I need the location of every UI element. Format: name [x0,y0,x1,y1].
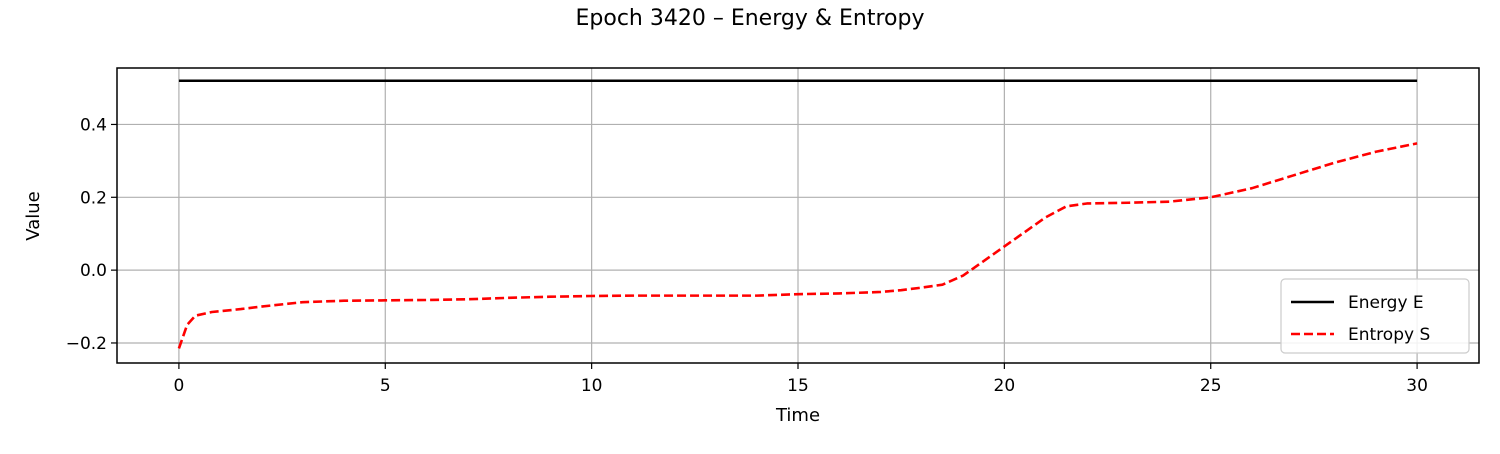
x-axis-label: Time [775,405,820,426]
legend-box [1280,278,1470,354]
x-tick-label: 20 [994,376,1016,396]
y-tick-label: 0.0 [80,261,107,281]
legend: Energy E Entropy S [1280,278,1470,354]
x-tick-label: 10 [581,376,603,396]
x-tick-label: 0 [173,376,184,396]
y-axis-label: Value [23,191,44,240]
chart-title: Epoch 3420 – Energy & Entropy [575,6,925,31]
x-tick-label: 5 [380,376,391,396]
y-tick-label: −0.2 [66,334,107,354]
series-layer [177,79,1418,349]
legend-label-1: Entropy S [1348,325,1430,345]
y-tick-label: 0.4 [80,115,107,135]
grid-layer [117,68,1479,363]
x-tick-label: 15 [787,376,809,396]
series-line-1 [177,142,1418,349]
y-tick-label: 0.2 [80,188,107,208]
tick-layer: 0 5 10 15 20 25 30 −0.2 0.0 0.2 0.4 [66,115,1428,396]
x-tick-label: 25 [1200,376,1222,396]
x-tick-label: 30 [1406,376,1428,396]
legend-label-0: Energy E [1348,293,1424,313]
